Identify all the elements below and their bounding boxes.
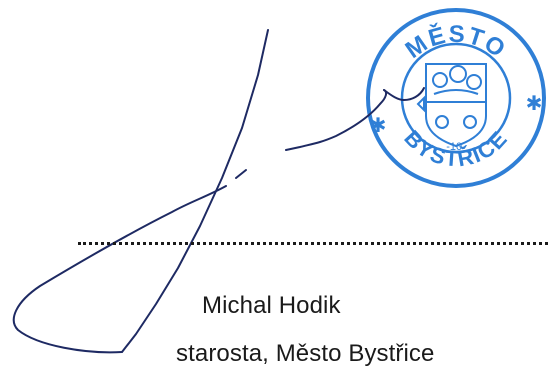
seal-star-left-icon: ✱ bbox=[370, 113, 387, 137]
city-seal-stamp: MĚSTO BYSTŘICE -10- ✱ ✱ bbox=[366, 8, 546, 188]
seal-inner-ring bbox=[400, 42, 512, 154]
seal-outer-ring bbox=[366, 8, 546, 188]
signatory-name: Michal Hodik bbox=[202, 292, 341, 319]
coat-of-arms-icon bbox=[416, 63, 487, 148]
seal-star-right-icon: ✱ bbox=[526, 91, 543, 115]
signature-dotted-line bbox=[78, 242, 548, 245]
signatory-role: starosta, Město Bystřice bbox=[176, 340, 435, 367]
